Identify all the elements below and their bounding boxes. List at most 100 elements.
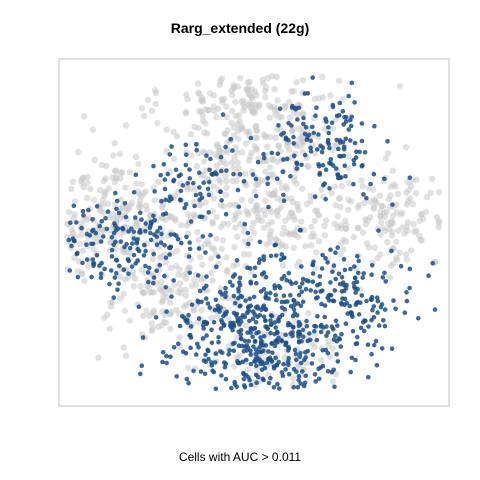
- blue-cell-point: [365, 342, 371, 348]
- grey-cell-point: [402, 144, 410, 151]
- grey-cell-point: [396, 83, 404, 90]
- blue-cell-point: [290, 324, 296, 330]
- blue-cell-point: [253, 280, 259, 286]
- blue-cell-point: [332, 288, 338, 293]
- blue-cell-point: [265, 176, 271, 181]
- grey-cell-point: [213, 213, 220, 221]
- grey-cell-point: [387, 262, 395, 269]
- grey-cell-point: [98, 161, 106, 169]
- blue-cell-point: [375, 298, 381, 304]
- grey-cell-point: [362, 221, 369, 228]
- blue-cell-point: [124, 241, 129, 247]
- blue-cell-point: [138, 210, 143, 216]
- grey-cell-point: [263, 241, 270, 248]
- grey-cell-point: [138, 181, 145, 188]
- blue-cell-point: [324, 119, 329, 124]
- blue-cell-point: [312, 323, 317, 329]
- blue-cell-point: [402, 310, 408, 316]
- grey-cell-point: [89, 126, 97, 133]
- grey-cell-point: [285, 146, 293, 154]
- blue-cell-point: [230, 148, 235, 153]
- blue-cell-point: [236, 343, 242, 349]
- blue-cell-point: [206, 356, 211, 362]
- grey-cell-point: [87, 185, 94, 193]
- grey-cell-point: [218, 245, 225, 253]
- grey-cell-point: [238, 196, 246, 204]
- blue-cell-point: [272, 242, 278, 248]
- grey-cell-point: [233, 261, 240, 268]
- grey-cell-point: [336, 194, 343, 202]
- grey-cell-point: [158, 204, 166, 211]
- grey-cell-point: [80, 174, 87, 181]
- blue-cell-point: [257, 239, 263, 245]
- blue-cell-point: [252, 273, 257, 279]
- blue-cell-point: [173, 167, 179, 173]
- blue-cell-point: [131, 229, 137, 235]
- blue-cell-point: [178, 197, 183, 203]
- blue-cell-point: [295, 117, 300, 122]
- grey-cell-point: [106, 325, 114, 332]
- blue-cell-point: [316, 162, 321, 167]
- blue-cell-point: [255, 374, 261, 380]
- grey-cell-point: [290, 244, 297, 252]
- blue-cell-point: [261, 361, 266, 367]
- blue-cell-point: [320, 348, 326, 353]
- grey-cell-point: [198, 97, 205, 105]
- blue-cell-point: [122, 201, 128, 206]
- blue-cell-point: [303, 373, 309, 379]
- grey-cell-point: [361, 199, 368, 206]
- blue-cell-point: [287, 279, 293, 284]
- blue-cell-point: [238, 315, 244, 321]
- blue-cell-point: [183, 351, 189, 356]
- grey-cell-point: [141, 112, 148, 120]
- grey-cell-point: [294, 203, 301, 211]
- blue-cell-point: [432, 307, 438, 312]
- grey-cell-point: [121, 307, 129, 315]
- grey-cell-point: [184, 95, 191, 103]
- grey-cell-point: [235, 135, 242, 142]
- blue-cell-point: [101, 234, 106, 239]
- blue-cell-point: [277, 386, 282, 391]
- blue-cell-point: [349, 80, 355, 86]
- blue-cell-point: [288, 173, 293, 179]
- blue-cell-point: [247, 266, 253, 271]
- blue-cell-point: [297, 285, 303, 290]
- grey-cell-point: [182, 286, 189, 294]
- blue-cell-point: [277, 106, 283, 111]
- grey-cell-point: [251, 109, 259, 117]
- blue-cell-point: [286, 355, 292, 361]
- blue-cell-point: [227, 279, 233, 285]
- blue-cell-point: [426, 273, 431, 279]
- grey-cell-point: [290, 230, 297, 238]
- grey-cell-point: [233, 334, 241, 341]
- blue-cell-point: [90, 227, 96, 233]
- blue-cell-point: [261, 254, 267, 259]
- grey-cell-point: [379, 202, 386, 210]
- blue-cell-point: [292, 347, 298, 353]
- grey-cell-point: [111, 140, 118, 147]
- blue-cell-point: [204, 321, 209, 327]
- blue-cell-point: [353, 290, 359, 295]
- blue-cell-point: [245, 330, 250, 335]
- blue-cell-point: [201, 180, 206, 185]
- grey-cell-point: [337, 240, 345, 247]
- grey-cell-point: [209, 218, 216, 226]
- grey-cell-point: [393, 238, 400, 245]
- grey-cell-point: [223, 178, 230, 185]
- blue-cell-point: [283, 367, 288, 372]
- grey-cell-point: [154, 119, 161, 127]
- grey-cell-point: [157, 234, 165, 242]
- blue-cell-point: [261, 155, 267, 161]
- grey-cell-point: [418, 211, 425, 218]
- blue-cell-point: [236, 289, 241, 294]
- blue-cell-point: [339, 302, 345, 307]
- grey-cell-point: [222, 130, 229, 138]
- blue-cell-point: [111, 230, 117, 236]
- blue-cell-point: [167, 252, 172, 257]
- grey-cell-point: [122, 122, 130, 129]
- blue-cell-point: [147, 265, 152, 271]
- blue-cell-point: [255, 355, 260, 361]
- grey-cell-point: [134, 188, 142, 195]
- blue-cell-point: [354, 279, 360, 285]
